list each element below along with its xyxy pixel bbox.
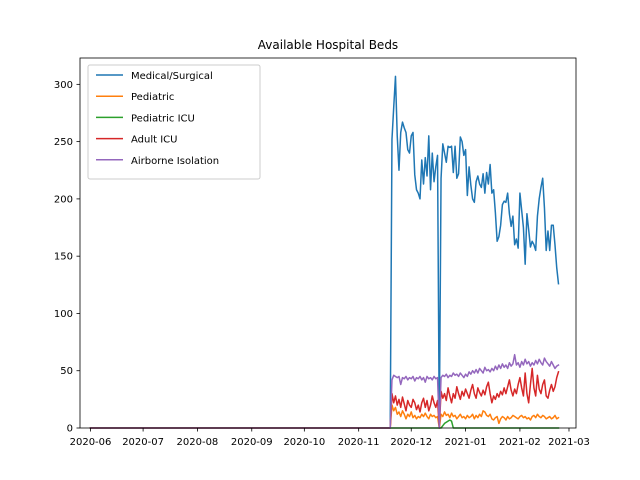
chart-title: Available Hospital Beds [258, 38, 398, 52]
y-tick-label: 50 [60, 366, 73, 377]
legend-label: Pediatric [131, 92, 174, 103]
legend-label: Airborne Isolation [131, 156, 219, 167]
plot-area [79, 57, 577, 429]
y-tick-label: 150 [54, 252, 73, 263]
y-axis: 0 50 100 150 200 250 300 [54, 80, 80, 435]
series-line-2 [89, 419, 560, 429]
legend-box [87, 64, 261, 180]
legend-label: Pediatric ICU [131, 113, 195, 124]
y-tick-label: 250 [54, 137, 73, 148]
x-tick-label: 2020-09 [231, 437, 273, 448]
plot-frame [79, 57, 577, 429]
x-tick-label: 2020-11 [338, 437, 380, 448]
x-tick-label: 2021-03 [548, 437, 590, 448]
x-tick-label: 2020-08 [177, 437, 219, 448]
x-tick-label: 2020-10 [283, 437, 325, 448]
series-line-3 [89, 367, 560, 429]
y-tick-label: 0 [67, 424, 73, 435]
x-tick-label: 2020-12 [390, 437, 432, 448]
legend-label: Medical/Surgical [131, 71, 213, 82]
legend-label: Adult ICU [131, 135, 177, 146]
y-tick-label: 300 [54, 80, 73, 91]
y-tick-label: 100 [54, 309, 73, 320]
x-tick-label: 2021-02 [499, 437, 541, 448]
x-axis: 2020-06 2020-07 2020-08 2020-09 2020-10 2020-… [70, 428, 590, 448]
x-tick-label: 2020-07 [122, 437, 164, 448]
y-tick-label: 200 [54, 194, 73, 205]
x-tick-label: 2021-01 [445, 437, 487, 448]
series-line-1 [89, 404, 560, 429]
x-tick-label: 2020-06 [70, 437, 112, 448]
legend: Medical/Surgical Pediatric Pediatric ICU Ad… [87, 64, 261, 180]
series-line-4 [89, 353, 560, 429]
series-line-0 [89, 75, 560, 429]
